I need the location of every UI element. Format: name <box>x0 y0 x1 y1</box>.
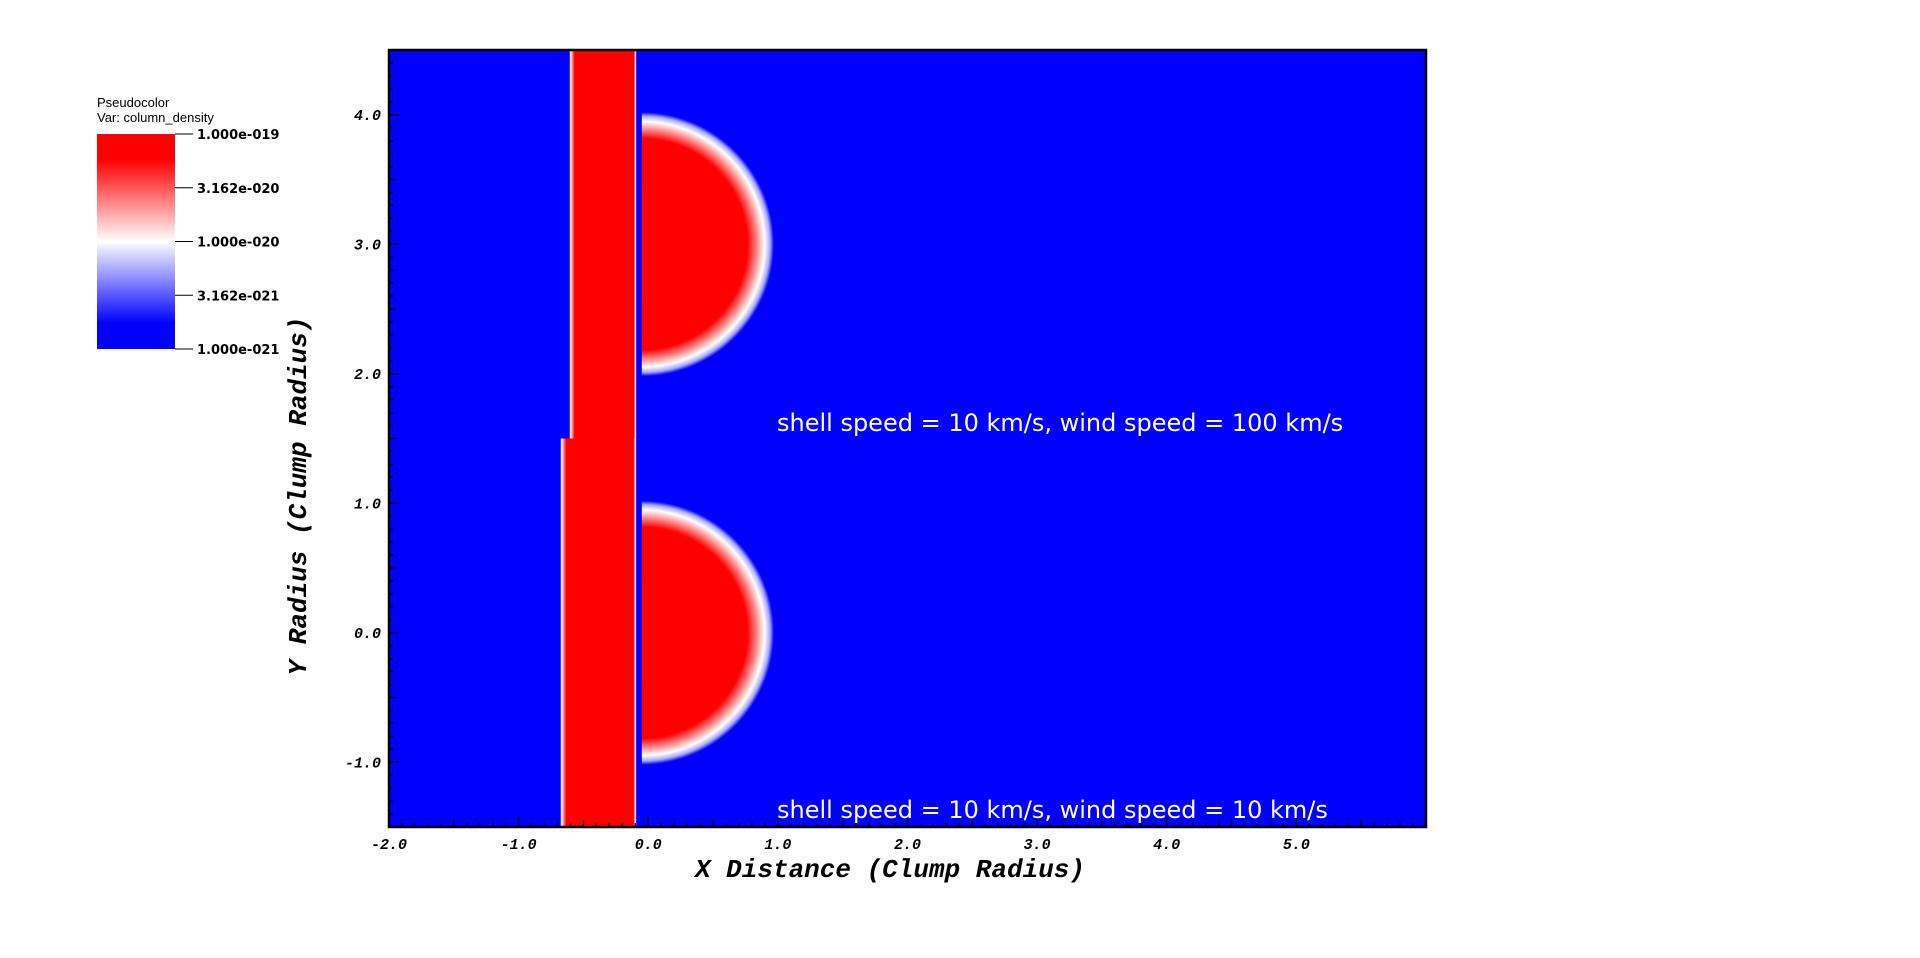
legend-tick-label: 1.000e-021 <box>197 343 279 358</box>
x-axis-title: X Distance (Clump Radius) <box>693 855 1085 885</box>
legend-tick-label: 1.000e-020 <box>197 236 279 251</box>
density-features <box>560 50 774 827</box>
x-tick-label: -2.0 <box>371 837 407 854</box>
slab-0 <box>569 50 637 439</box>
y-axis: -1.0 0.0 1.0 2.0 3.0 4.0 <box>345 49 399 828</box>
clump-3 <box>641 500 774 765</box>
legend-variable: Var: column_density <box>97 110 214 125</box>
y-tick-label: 1.0 <box>354 496 381 513</box>
legend-colorbar <box>97 134 175 349</box>
legend-tick-label: 1.000e-019 <box>197 128 279 143</box>
y-tick-label: 0.0 <box>354 626 381 643</box>
x-axis: -2.0 -1.0 0.0 1.0 2.0 3.0 4.0 5.0 <box>371 817 1427 854</box>
x-tick-label: 2.0 <box>894 837 921 854</box>
plot-area: -2.0 -1.0 0.0 1.0 2.0 3.0 4.0 5.0 -1.0 0.0 1.0 2.0… <box>345 48 1428 854</box>
legend-ticks: 1.000e-019 3.162e-020 1.000e-020 3.162e-021… <box>175 128 279 358</box>
y-tick-label: -1.0 <box>345 755 381 772</box>
clump-2 <box>641 112 774 377</box>
x-tick-label: 0.0 <box>635 837 662 854</box>
x-tick-label: -1.0 <box>501 837 537 854</box>
legend: Pseudocolor Var: column_density 1.000e-0… <box>97 95 279 358</box>
slab-1 <box>560 438 637 827</box>
legend-title: Pseudocolor <box>97 95 170 110</box>
y-tick-label: 4.0 <box>354 108 381 125</box>
plot-background <box>389 50 1426 827</box>
annotation-top: shell speed = 10 km/s, wind speed = 100 … <box>777 409 1343 437</box>
y-tick-label: 2.0 <box>354 367 381 384</box>
legend-tick-label: 3.162e-020 <box>197 182 279 197</box>
y-axis-title: Y Radius (Clump Radius) <box>284 317 314 676</box>
x-tick-label: 3.0 <box>1024 837 1051 854</box>
y-tick-label: 3.0 <box>354 237 381 254</box>
x-tick-label: 1.0 <box>764 837 791 854</box>
legend-tick-label: 3.162e-021 <box>197 289 279 304</box>
annotation-bottom: shell speed = 10 km/s, wind speed = 10 k… <box>777 796 1328 824</box>
x-tick-label: 4.0 <box>1153 837 1180 854</box>
x-tick-label: 5.0 <box>1283 837 1310 854</box>
